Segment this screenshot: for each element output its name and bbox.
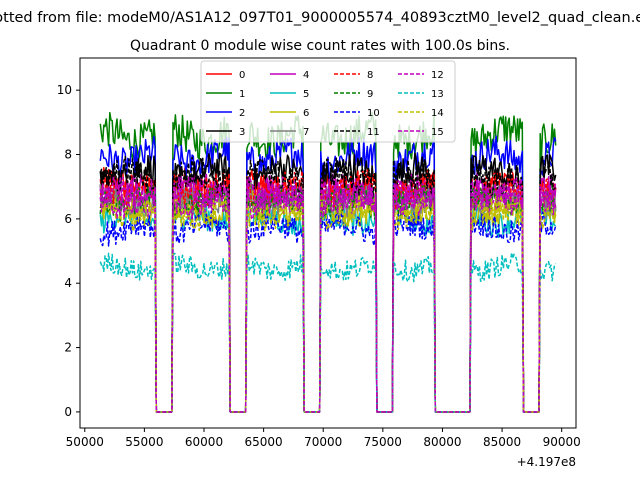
legend-label-5: 5 xyxy=(303,89,309,100)
series-line-11 xyxy=(99,155,557,413)
x-tick-label: 70000 xyxy=(304,435,342,449)
x-tick-label: 55000 xyxy=(125,435,163,449)
legend-label-1: 1 xyxy=(239,89,245,100)
legend-label-11: 11 xyxy=(367,127,380,138)
y-tick-label: 10 xyxy=(57,83,72,97)
x-tick-label: 75000 xyxy=(364,435,402,449)
y-tick-label: 2 xyxy=(64,341,72,355)
y-tick-label: 8 xyxy=(64,148,72,162)
legend-label-10: 10 xyxy=(367,108,380,119)
x-tick-label: 85000 xyxy=(483,435,521,449)
x-tick-label: 60000 xyxy=(185,435,223,449)
legend-frame xyxy=(200,60,456,143)
y-axis: 0 2 4 6 8 10 xyxy=(57,83,80,419)
legend-label-4: 4 xyxy=(303,70,309,81)
legend-label-3: 3 xyxy=(239,127,245,138)
plot-area-frame xyxy=(79,57,577,429)
x-tick-label: 90000 xyxy=(543,435,581,449)
legend-label-9: 9 xyxy=(367,89,373,100)
y-tick-label: 6 xyxy=(64,212,72,226)
legend-label-15: 15 xyxy=(431,127,444,138)
series-line-14 xyxy=(100,194,557,413)
legend-label-12: 12 xyxy=(431,70,444,81)
legend-label-7: 7 xyxy=(303,127,309,138)
legend-label-8: 8 xyxy=(367,70,373,81)
series-line-10 xyxy=(99,210,557,413)
x-axis: 50000 55000 60000 65000 70000 75000 80000 85000… xyxy=(66,428,581,449)
x-tick-label: 65000 xyxy=(245,435,283,449)
legend-label-13: 13 xyxy=(431,89,444,100)
y-tick-label: 0 xyxy=(64,405,72,419)
x-tick-label: 50000 xyxy=(66,435,104,449)
y-tick-label: 4 xyxy=(64,276,72,290)
chart-title: Quadrant 0 module wise count rates with … xyxy=(130,38,510,54)
figure-suptitle: Plotted from file: modeM0/AS1A12_097T01_… xyxy=(0,10,640,26)
legend-label-6: 6 xyxy=(303,108,309,119)
legend-label-2: 2 xyxy=(239,108,245,119)
series-line-3 xyxy=(99,152,557,413)
series-line-15 xyxy=(99,180,557,413)
legend-label-14: 14 xyxy=(431,108,444,119)
x-axis-offset-label: +4.197e8 xyxy=(517,455,576,469)
x-tick-label: 80000 xyxy=(423,435,461,449)
legend-label-0: 0 xyxy=(239,70,245,81)
